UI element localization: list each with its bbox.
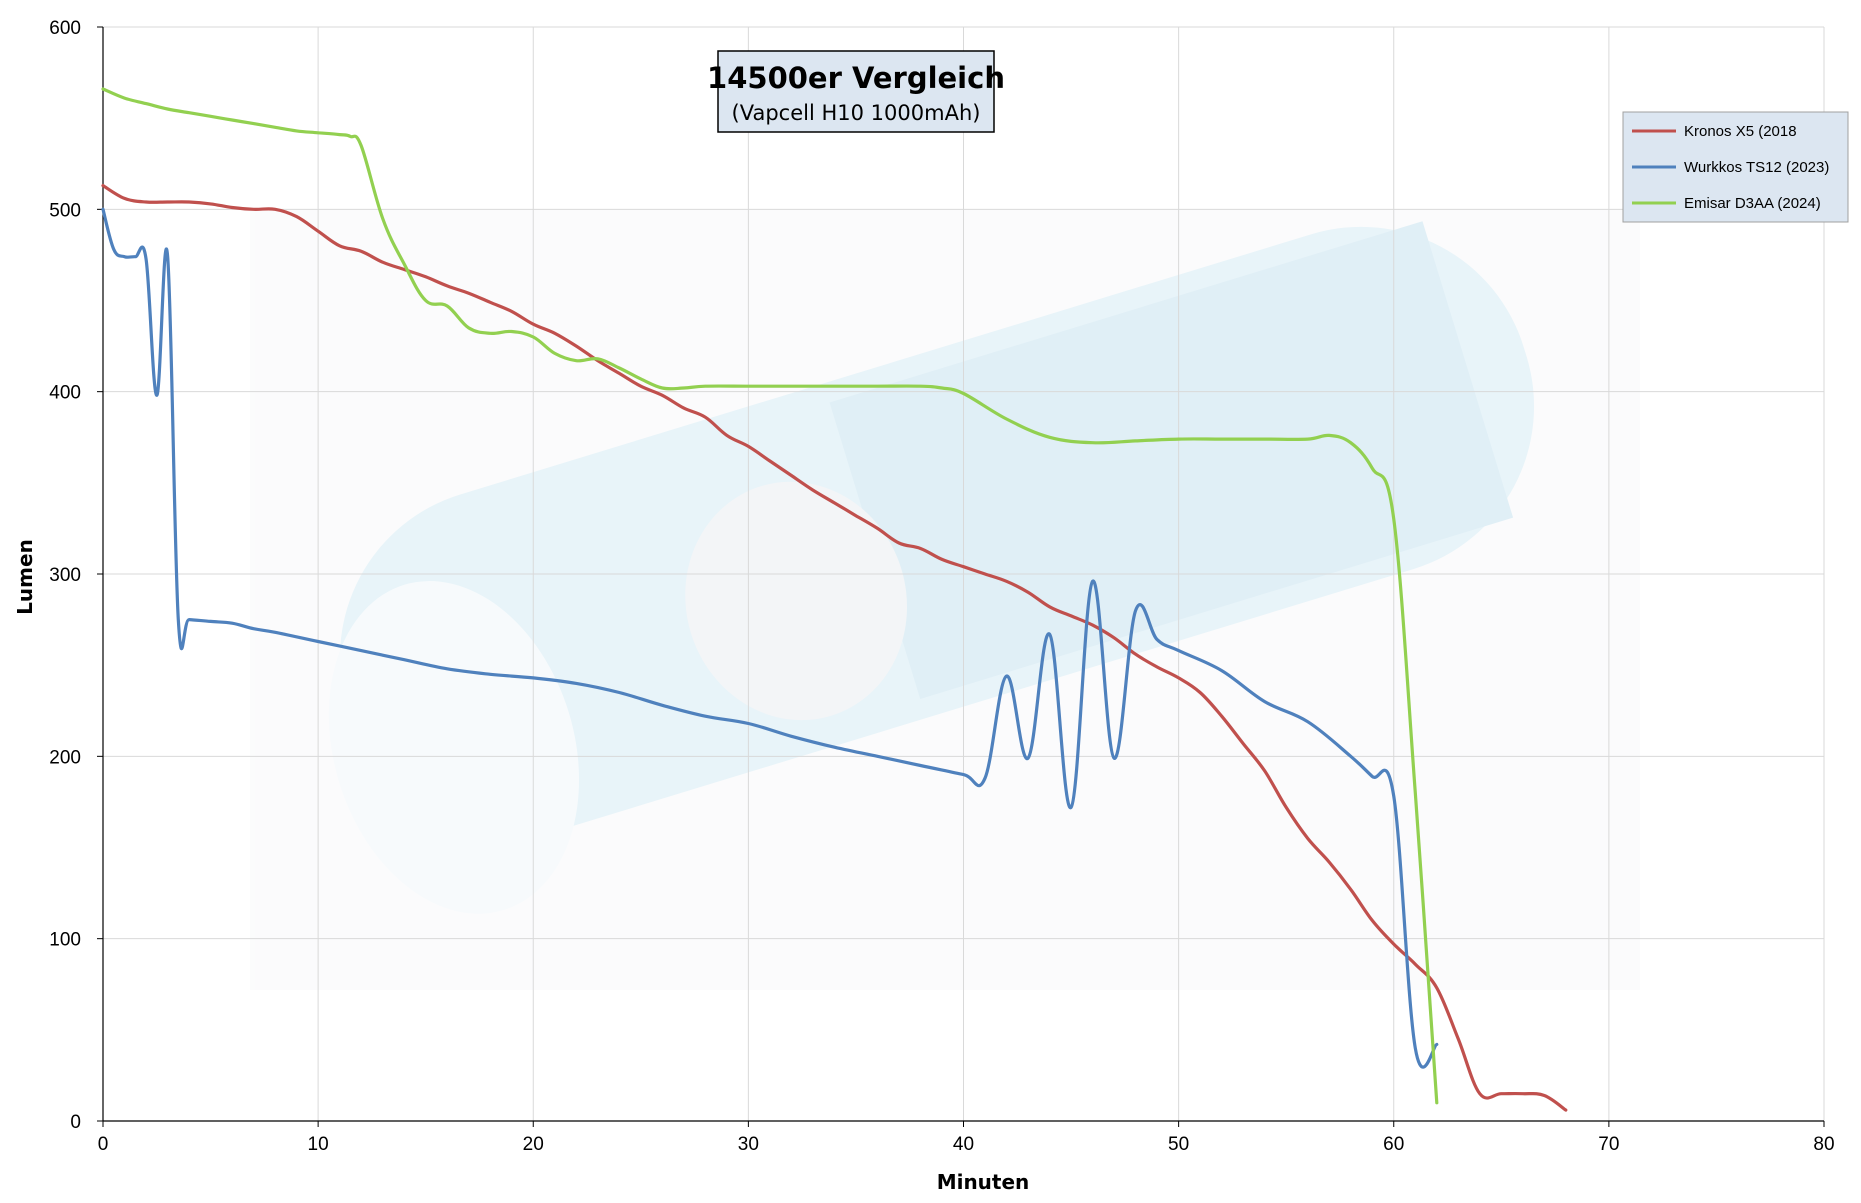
series-line-kronos-x5-2018 (101, 184, 1568, 1112)
x-tick-label: 80 (1813, 1134, 1834, 1155)
x-tick-label: 30 (738, 1134, 759, 1155)
y-tick-label: 600 (49, 18, 81, 39)
background-photo-watermark (250, 210, 1640, 990)
y-tick-label: 0 (70, 1112, 81, 1133)
legend-label-kronos-x5-2018: Kronos X5 (2018 (1684, 123, 1797, 140)
x-tick-label: 40 (953, 1134, 974, 1155)
x-tick-label: 0 (98, 1134, 109, 1155)
y-tick-label: 500 (49, 200, 81, 221)
chart-title: 14500er Vergleich (707, 61, 1005, 95)
y-tick-label: 200 (49, 747, 81, 768)
chart-subtitle: (Vapcell H10 1000mAh) (732, 101, 981, 125)
legend: Kronos X5 (2018 Wurkkos TS12 (2023) Emisar… (1622, 111, 1849, 223)
series-line-wurkkos-ts12-2023 (101, 207, 1439, 1069)
y-axis-label: Lumen (13, 539, 37, 615)
y-tick-label: 400 (49, 383, 81, 404)
x-tick-label: 20 (523, 1134, 544, 1155)
x-tick-label: 60 (1383, 1134, 1404, 1155)
series-line-emisar-d3aa-2024 (101, 87, 1439, 1105)
x-axis-label: Minuten (937, 1170, 1030, 1194)
legend-label-emisar-d3aa-2024: Emisar D3AA (2024) (1684, 195, 1821, 212)
x-axis-ticks: 0 10 20 30 40 50 60 70 80 (98, 1121, 1835, 1155)
chart-title-box: 14500er Vergleich (Vapcell H10 1000mAh) (707, 50, 1005, 133)
grid-lines (103, 26, 1825, 1121)
y-tick-label: 300 (49, 565, 81, 586)
series-lines (101, 87, 1568, 1112)
y-axis-ticks: 0 100 200 300 400 500 600 (49, 18, 103, 1133)
y-tick-label: 100 (49, 930, 81, 951)
x-tick-label: 70 (1598, 1134, 1619, 1155)
x-tick-label: 10 (308, 1134, 329, 1155)
x-tick-label: 50 (1168, 1134, 1189, 1155)
legend-label-wurkkos-ts12-2023: Wurkkos TS12 (2023) (1684, 159, 1829, 176)
